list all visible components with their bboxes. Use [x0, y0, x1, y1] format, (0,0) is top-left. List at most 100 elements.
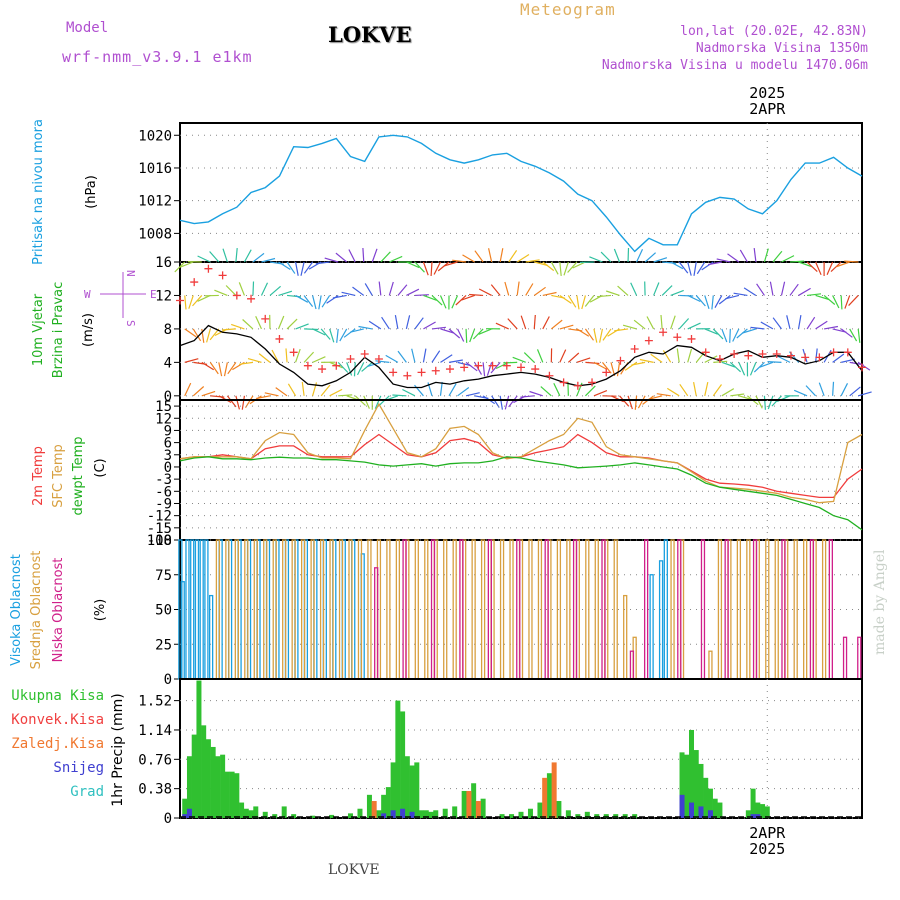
wind-barb: [823, 294, 836, 305]
gust-marker: [460, 363, 469, 372]
wind-barb: [201, 361, 215, 371]
wind-barb: [670, 261, 684, 270]
mid-cloud-bar: [509, 539, 514, 680]
dewpt-title: dewpt Temp: [71, 436, 86, 515]
mid-cloud-bar: [821, 539, 827, 680]
wind-barb: [840, 383, 849, 397]
mid-cloud-bar: [613, 539, 618, 680]
wind-barb: [226, 395, 237, 408]
wind-barb: [491, 395, 500, 408]
mid-cloud-bar: [329, 539, 334, 680]
mid-cloud-bar: [338, 539, 344, 680]
wind-barb: [767, 361, 782, 363]
wind-barb: [264, 392, 279, 397]
freezing-bar: [551, 762, 557, 818]
precip-legend-item: Snijeg: [53, 760, 104, 776]
wind-barb: [857, 328, 861, 343]
wind-barb: [214, 289, 228, 297]
wind-barb: [192, 328, 202, 342]
wind-barb: [380, 251, 391, 263]
y-tick-label: 100: [147, 533, 172, 549]
wind-barb: [235, 395, 240, 410]
wind-barb: [238, 282, 245, 296]
wind-barb: [235, 248, 238, 263]
mid-cloud-bar: [386, 539, 391, 680]
year-label-bottom: 2025: [749, 840, 785, 858]
wind-barb: [443, 261, 458, 267]
precip-total-bar: [253, 806, 259, 818]
wind-barb: [508, 250, 518, 263]
wind-barb: [431, 326, 446, 330]
wind-barb: [602, 328, 612, 341]
wind-barb: [243, 249, 252, 263]
mid-cloud-bar: [717, 539, 723, 680]
panel-frame: [179, 261, 863, 401]
gust-marker: [360, 350, 369, 358]
precip-total-bar: [632, 814, 638, 818]
year-label-top: 2025: [749, 84, 785, 102]
gust-marker: [545, 371, 554, 380]
precip-total-bar: [220, 754, 226, 818]
temp2m-line: [179, 433, 863, 499]
wind-barb: [371, 248, 378, 263]
wind-barb: [503, 361, 518, 364]
wind-barb: [624, 361, 637, 371]
wind-barb: [278, 261, 291, 271]
precip-total-bar: [556, 801, 562, 818]
wind-barb: [729, 328, 731, 343]
mid-cloud-bar: [282, 539, 287, 680]
wind-barb: [277, 315, 285, 330]
precip-total-bar: [205, 739, 211, 818]
wind-barb: [448, 328, 461, 339]
panel-4: 0 25 50 75 100: [147, 533, 863, 688]
gust-marker: [318, 365, 327, 374]
wind-barb: [805, 385, 817, 397]
wind-barb: [701, 261, 714, 271]
precip-total-bar: [366, 794, 372, 818]
wind-barb: [490, 361, 501, 374]
wind-barb: [422, 261, 429, 276]
wind-barb: [553, 382, 561, 397]
wind-barb: [304, 328, 319, 331]
wind-barb: [721, 361, 736, 368]
wind-barb: [285, 348, 288, 363]
mid-cloud-bar: [300, 539, 306, 680]
dir-key-n: N: [124, 270, 137, 277]
gust-marker: [687, 334, 696, 343]
wind-barb: [679, 383, 689, 397]
wind-barb: [499, 395, 503, 410]
wind-barb: [725, 294, 740, 300]
gust-marker: [232, 291, 241, 300]
y-tick-label: 1.52: [138, 694, 172, 710]
wind-barb: [769, 281, 774, 296]
wind-barb: [704, 355, 718, 363]
station-title: LOKVE: [328, 22, 412, 47]
precip-total-bar: [433, 810, 439, 818]
wind-barb: [525, 283, 534, 296]
wind-barb: [201, 328, 205, 343]
y-tick-label: 0: [164, 811, 172, 827]
low-cloud-bar: [857, 636, 862, 680]
wind-barb: [256, 395, 271, 400]
snow-bar: [698, 806, 704, 818]
precip-total-bar: [442, 808, 448, 818]
gust-marker: [303, 361, 312, 370]
wind-barb: [646, 316, 655, 330]
wind-barb: [840, 328, 853, 338]
wind-barb: [533, 286, 546, 296]
gust-marker: [843, 348, 852, 357]
low-cloud-bar: [809, 539, 815, 680]
wind-barb: [550, 319, 563, 330]
wind-barb: [733, 292, 748, 297]
dir-key-s: S: [124, 320, 137, 327]
mid-cloud-bar: [623, 594, 628, 680]
wind-barb: [209, 328, 220, 341]
wind-barb: [326, 294, 339, 304]
wind-barb: [486, 362, 493, 376]
mid-cloud-bar: [319, 539, 325, 680]
precip-legend-item: Grad: [70, 784, 104, 800]
low-cloud-bar: [459, 539, 464, 680]
wind-barb: [567, 352, 580, 363]
gust-marker: [502, 361, 511, 370]
wind-barb: [374, 395, 382, 409]
